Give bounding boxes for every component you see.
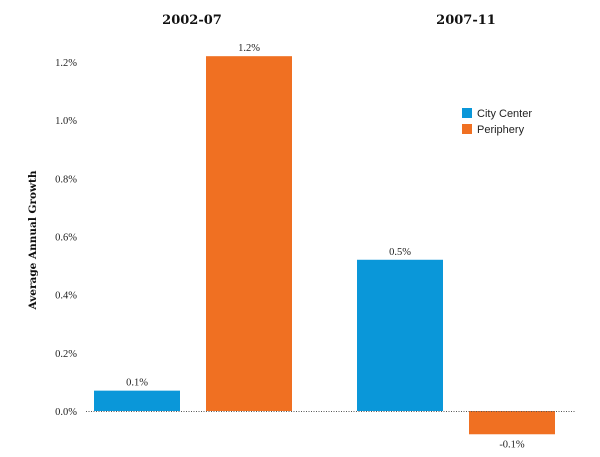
group-titles: 2002-07 2007-11 <box>162 13 496 28</box>
legend-swatch-city-center <box>462 108 472 118</box>
bar-data-label: -0.1% <box>499 439 525 450</box>
bar-data-label: 0.5% <box>389 247 411 258</box>
legend-label-city-center: City Center <box>477 108 532 120</box>
legend-swatch-periphery <box>462 124 472 134</box>
bars <box>94 56 555 435</box>
bar-periphery-2007-11 <box>469 411 555 435</box>
y-tick-label: 0.2% <box>55 349 77 360</box>
y-axis-label: Average Annual Growth <box>27 170 39 310</box>
bar-city-center-2002-07 <box>94 390 180 411</box>
bar-periphery-2002-07 <box>206 56 292 411</box>
y-tick-label: 1.2% <box>55 58 77 69</box>
y-axis-label-group: Average Annual Growth <box>27 170 39 310</box>
y-tick-labels: 0.0% 0.2% 0.4% 0.6% 0.8% 1.0% 1.2% <box>55 58 77 418</box>
bar-data-label: 1.2% <box>238 43 260 54</box>
legend: City Center Periphery <box>462 108 532 136</box>
bar-data-label: 0.1% <box>126 378 148 389</box>
y-tick-label: 0.0% <box>55 407 77 418</box>
y-tick-label: 0.4% <box>55 291 77 302</box>
group-title-2002-07: 2002-07 <box>162 13 222 28</box>
group-title-2007-11: 2007-11 <box>436 13 496 28</box>
bar-data-labels: 0.1% 0.5% 1.2% -0.1% <box>126 43 525 450</box>
y-tick-label: 0.8% <box>55 174 77 185</box>
bar-city-center-2007-11 <box>357 259 443 411</box>
legend-label-periphery: Periphery <box>477 124 525 136</box>
y-tick-label: 0.6% <box>55 233 77 244</box>
y-tick-label: 1.0% <box>55 116 77 127</box>
